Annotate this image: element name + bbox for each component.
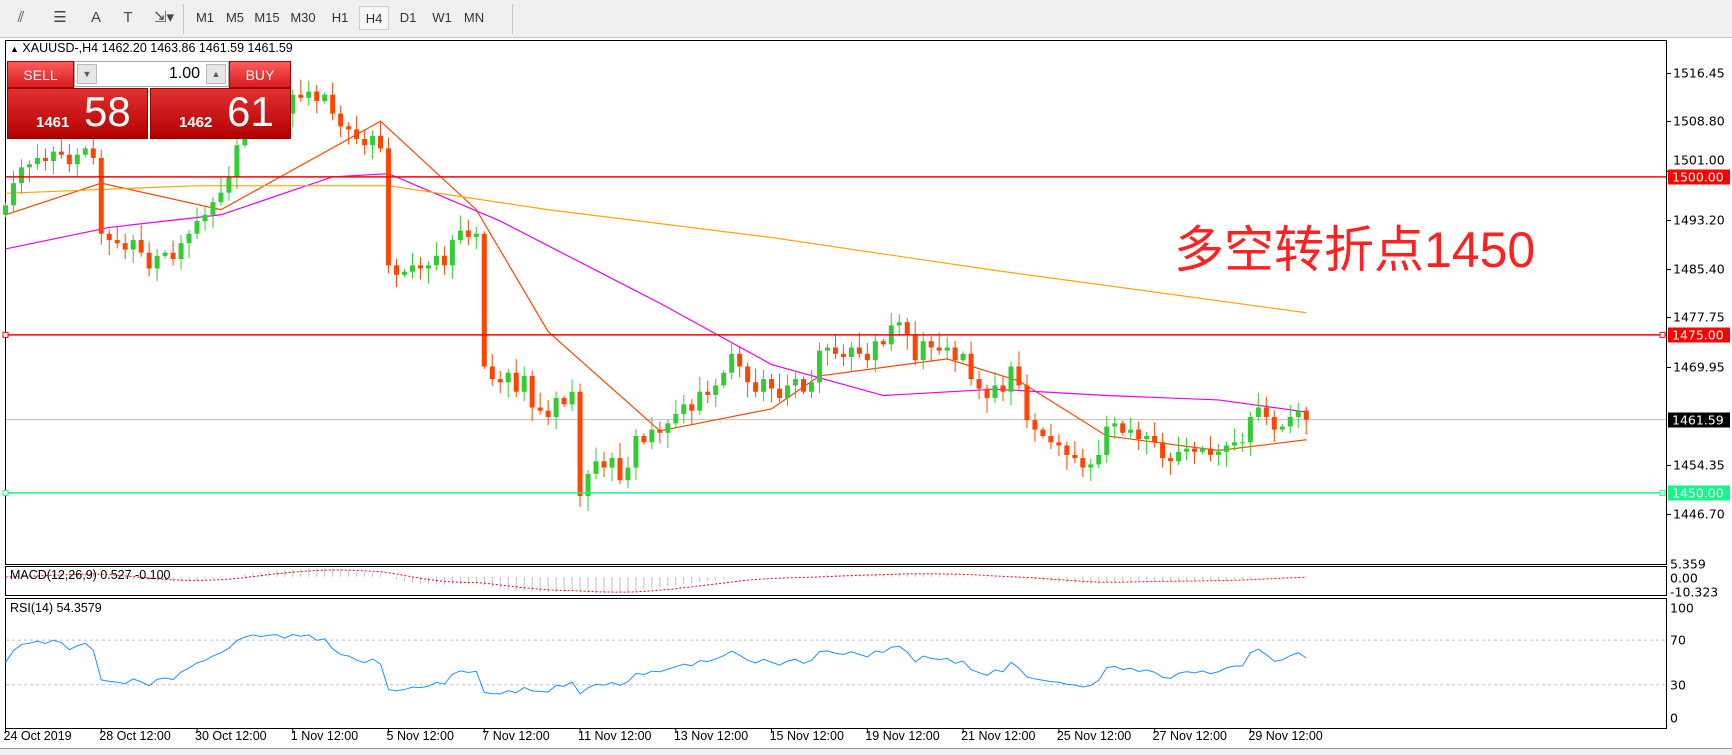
rsi-axis-label: 30 <box>1670 677 1686 693</box>
fibonacci-fan-icon[interactable]: ☰ <box>53 9 67 26</box>
price-level-tag: 1500.00 <box>1668 169 1730 185</box>
buy-price-major: 1462 <box>179 114 213 131</box>
sell-button[interactable]: SELL <box>7 61 74 88</box>
price-axis-label: 1454.35 <box>1673 457 1725 473</box>
price-axis-tick <box>1667 219 1671 221</box>
timeframe-mn[interactable]: MN <box>463 10 485 25</box>
sell-price-button[interactable]: 1461 58 <box>7 88 148 139</box>
price-axis-label: 1493.20 <box>1673 212 1725 228</box>
toolbar-separator <box>183 4 184 34</box>
buy-price-button[interactable]: 1462 61 <box>150 88 291 139</box>
time-axis-label: 21 Nov 12:00 <box>961 729 1036 743</box>
price-axis-label: 1501.00 <box>1673 152 1725 168</box>
toolbar: ⫽ ☰ A T ⇲▾ M1 M5 M15 M30 H1 H4 D1 W1 MN <box>0 0 1732 38</box>
arrows-tool-icon[interactable]: ⇲▾ <box>153 9 175 26</box>
price-axis-tick <box>1667 317 1671 319</box>
time-axis-label: 15 Nov 12:00 <box>769 729 844 743</box>
time-axis-label: 24 Oct 2019 <box>3 729 72 743</box>
price-axis-label: 1516.45 <box>1673 65 1725 81</box>
rsi-panel[interactable] <box>5 598 1667 729</box>
price-axis-label: 1446.70 <box>1673 506 1725 522</box>
rsi-axis-label: 70 <box>1670 632 1686 648</box>
price-level-tag: 1450.00 <box>1668 485 1730 501</box>
time-axis-label: 25 Nov 12:00 <box>1056 729 1132 743</box>
price-axis-tick <box>1667 72 1671 74</box>
timeframe-m5[interactable]: M5 <box>225 10 245 25</box>
lot-size-input[interactable]: ▼ 1.00 ▲ <box>74 61 229 87</box>
time-axis-label: 13 Nov 12:00 <box>673 729 749 743</box>
time-axis-label: 30 Oct 12:00 <box>195 729 267 743</box>
price-axis-tick <box>1667 366 1671 368</box>
fibonacci-expansion-icon[interactable]: ⫽ <box>17 9 25 26</box>
price-axis-label: 1469.95 <box>1673 359 1725 375</box>
time-axis-label: 19 Nov 12:00 <box>865 729 940 743</box>
macd-panel[interactable] <box>5 566 1667 596</box>
time-axis-label: 29 Nov 12:00 <box>1248 729 1323 743</box>
current-price-tag: 1461.59 <box>1668 412 1730 428</box>
macd-axis-label: 0.00 <box>1670 570 1698 586</box>
symbol-ohlc: XAUUSD-,H4 1462.20 1463.86 1461.59 1461.… <box>22 41 293 55</box>
timeframe-m15[interactable]: M15 <box>254 10 280 25</box>
price-axis-tick <box>1667 121 1671 123</box>
timeframe-h1[interactable]: H1 <box>331 10 349 25</box>
toolbar-separator <box>512 4 513 34</box>
price-axis-label: 1508.80 <box>1673 113 1725 129</box>
price-axis-tick <box>1667 269 1671 271</box>
time-axis-label: 5 Nov 12:00 <box>386 729 454 743</box>
rsi-label: RSI(14) 54.3579 <box>10 601 102 615</box>
macd-axis-label: -10.323 <box>1670 584 1719 600</box>
buy-price-pips: 61 <box>227 88 274 135</box>
sell-price-pips: 58 <box>84 88 131 135</box>
price-axis-tick <box>1667 513 1671 515</box>
collapse-triangle-icon[interactable]: ▲ <box>10 44 19 54</box>
price-level-tag: 1475.00 <box>1668 327 1730 343</box>
chart-tabs-bar <box>0 748 1732 755</box>
symbol-info: ▲ XAUUSD-,H4 1462.20 1463.86 1461.59 146… <box>10 41 293 55</box>
text-label-icon[interactable]: T <box>123 9 133 26</box>
timeframe-d1[interactable]: D1 <box>399 10 417 25</box>
lot-size-value: 1.00 <box>168 65 200 82</box>
sell-price-major: 1461 <box>36 114 70 131</box>
timeframe-w1[interactable]: W1 <box>432 10 452 25</box>
one-click-trading-panel: SELL ▼ 1.00 ▲ BUY 1461 58 1462 61 <box>7 61 291 139</box>
macd-label: MACD(12,26,9) 0.527 -0.100 <box>10 568 171 582</box>
price-axis-label: 1477.75 <box>1673 309 1725 325</box>
rsi-axis-label: 0 <box>1670 710 1678 726</box>
annotation-text[interactable]: 多空转折点1450 <box>1174 222 1536 278</box>
time-axis-label: 28 Oct 12:00 <box>99 729 171 743</box>
buy-button[interactable]: BUY <box>229 61 291 88</box>
timeframe-m1[interactable]: M1 <box>195 10 215 25</box>
lot-increase-button[interactable]: ▲ <box>206 64 226 84</box>
timeframe-h4[interactable]: H4 <box>359 6 389 30</box>
time-axis-label: 7 Nov 12:00 <box>482 729 550 743</box>
timeframe-m30[interactable]: M30 <box>290 10 316 25</box>
price-axis-tick <box>1667 465 1671 467</box>
time-axis-label: 27 Nov 12:00 <box>1152 729 1227 743</box>
price-axis-label: 1485.40 <box>1673 261 1725 277</box>
time-axis-label: 11 Nov 12:00 <box>578 729 652 743</box>
lot-decrease-button[interactable]: ▼ <box>77 64 97 84</box>
text-tool-icon[interactable]: A <box>90 9 101 26</box>
time-axis-label: 1 Nov 12:00 <box>290 729 359 743</box>
macd-axis-label: 5.359 <box>1670 556 1706 572</box>
rsi-axis-label: 100 <box>1670 600 1694 616</box>
